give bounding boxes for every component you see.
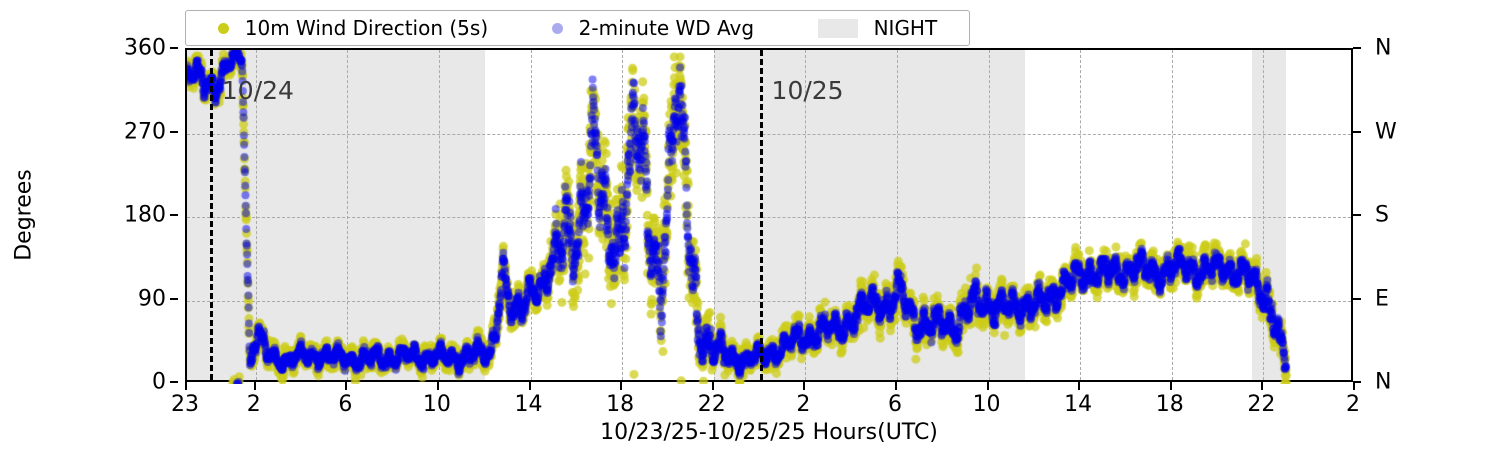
x-tick-label-4: 14	[514, 392, 543, 417]
x-tick-label-7: 2	[796, 392, 811, 417]
y-axis-ticks: 0 90 180 270 360	[0, 36, 178, 395]
x-tick-label-9: 10	[972, 392, 1001, 417]
legend-item-label: NIGHT	[873, 16, 938, 40]
y-tick-label-3: 270	[124, 119, 166, 144]
x-axis-ticks: 23 2 6 10 14 18 22 2 6 10 14 18 22 2	[171, 382, 1360, 422]
x-tick-mark-13	[1353, 382, 1355, 390]
x-tick-label-13: 2	[1346, 392, 1360, 417]
y2-tick-mark-4	[1353, 47, 1361, 49]
day-boundary-line-0	[209, 50, 213, 380]
y-tick-mark-0	[170, 381, 178, 383]
x-tick-label-11: 18	[1155, 392, 1184, 417]
x-tick-label-12: 22	[1247, 392, 1276, 417]
x-tick-mark-3	[436, 382, 439, 390]
y2-tick-label-2: S	[1375, 202, 1389, 228]
y-tick-mark-1	[170, 297, 178, 300]
chart-legend: 10m Wind Direction (5s) 2-minute WD Avg NI…	[185, 10, 970, 46]
x-tick-mark-12	[1261, 382, 1264, 390]
legend-item-0[interactable]: 10m Wind Direction (5s)	[217, 16, 489, 40]
y-tick-label-0: 0	[152, 369, 166, 395]
y2-tick-mark-3	[1353, 130, 1361, 133]
x-tick-mark-7	[803, 382, 806, 390]
legend-item-2[interactable]: NIGHT	[817, 16, 938, 40]
plot-area: 10/24 10/25	[185, 48, 1355, 384]
x-tick-label-6: 22	[697, 392, 726, 417]
day-boundary-label-0: 10/24	[221, 76, 294, 105]
x-tick-mark-4	[528, 382, 531, 390]
legend-item-label: 10m Wind Direction (5s)	[244, 16, 489, 40]
day-boundary-label-1: 10/25	[771, 76, 844, 105]
legend-marker-dot	[551, 22, 563, 34]
y2-tick-mark-2	[1353, 214, 1361, 216]
x-tick-mark-9	[986, 382, 989, 390]
y2-tick-mark-1	[1353, 297, 1361, 300]
day-boundary-layer: 10/24 10/25	[187, 50, 1351, 380]
y-tick-label-1: 90	[138, 286, 166, 311]
x-tick-mark-1	[253, 382, 256, 390]
y2-tick-mark-0	[1353, 381, 1361, 383]
y2-tick-label-1: E	[1375, 286, 1389, 311]
y2-tick-label-3: W	[1375, 119, 1397, 144]
x-tick-mark-0	[185, 382, 187, 390]
x-tick-label-0: 23	[171, 392, 199, 417]
y2-tick-label-0: N	[1375, 369, 1392, 395]
y-tick-mark-2	[170, 214, 178, 216]
day-boundary-line-1	[759, 50, 763, 380]
y2-tick-label-4: N	[1375, 35, 1392, 61]
legend-item-label: 2-minute WD Avg	[578, 16, 755, 40]
y-tick-label-4: 360	[124, 35, 166, 61]
x-axis-label: 10/23/25-10/25/25 Hours(UTC)	[600, 420, 938, 445]
x-tick-label-3: 10	[422, 392, 451, 417]
x-tick-label-10: 14	[1064, 392, 1093, 417]
y-tick-mark-3	[170, 130, 178, 133]
x-tick-mark-11	[1169, 382, 1172, 390]
legend-item-1[interactable]: 2-minute WD Avg	[551, 16, 755, 40]
x-tick-label-5: 18	[606, 392, 635, 417]
x-tick-mark-8	[894, 382, 897, 390]
x-tick-label-8: 6	[887, 392, 902, 417]
x-tick-mark-5	[620, 382, 623, 390]
y-tick-mark-4	[170, 47, 178, 49]
legend-marker-patch	[817, 18, 858, 38]
x-tick-mark-10	[1078, 382, 1081, 390]
x-tick-mark-2	[345, 382, 348, 390]
legend-marker-dot	[217, 22, 229, 34]
y2-axis-ticks: N E S W N	[1353, 36, 1493, 395]
x-tick-label-1: 2	[246, 392, 261, 417]
y-tick-label-2: 180	[124, 202, 166, 228]
x-tick-mark-6	[711, 382, 714, 390]
scatter-canvas	[187, 50, 1355, 384]
scatter-layer	[187, 50, 1355, 384]
x-tick-label-2: 6	[338, 392, 353, 417]
